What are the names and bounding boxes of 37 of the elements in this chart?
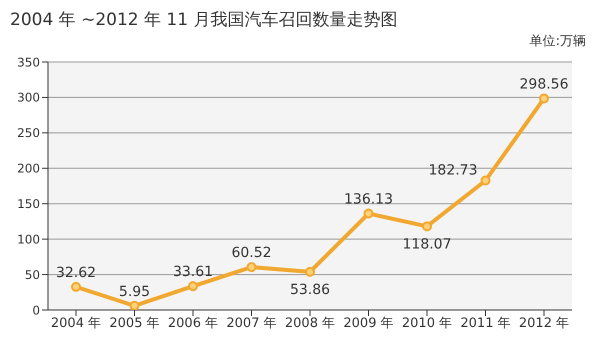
point	[539, 93, 549, 104]
data-label: 33.61	[172, 264, 214, 280]
x-tick-label: 2012 年	[518, 316, 570, 332]
y-tick-label: 50	[24, 268, 40, 282]
y-tick-label: 300	[17, 90, 40, 105]
x-tick-label: 2009 年	[343, 316, 394, 332]
y-tick-label: 0	[32, 303, 40, 318]
point	[480, 176, 490, 186]
point	[364, 208, 374, 219]
data-label: 182.73	[428, 162, 478, 179]
x-tick-label: 2007 年	[226, 316, 277, 332]
data-label: 136.13	[344, 192, 393, 208]
y-tick-label: 250	[17, 126, 40, 140]
point	[246, 262, 256, 272]
data-label: 118.07	[402, 236, 452, 252]
y-tick-label: 350	[17, 55, 40, 70]
x-tick-label: 2005 年	[109, 316, 160, 332]
point	[188, 281, 198, 292]
x-tick-label: 2008 年	[284, 316, 336, 332]
data-label: 53.86	[290, 282, 330, 298]
point	[422, 221, 432, 232]
y-tick-label: 200	[17, 162, 40, 176]
point	[71, 282, 81, 292]
point	[130, 300, 140, 310]
x-tick-label: 2006 年	[168, 316, 218, 332]
y-tick-label: 100	[17, 232, 40, 246]
data-label: 60.52	[231, 245, 272, 262]
data-label: 32.62	[56, 264, 96, 281]
x-tick-label: 2011 年	[460, 316, 511, 332]
data-label: 298.56	[520, 76, 569, 92]
data-label: 5.95	[118, 284, 150, 300]
text: 单位:万辆	[530, 33, 586, 50]
chart-title: 2004 年 ~2012 年 11 月我国汽车召回数量走势图	[10, 9, 398, 31]
x-tick-label: 2004 年	[50, 316, 102, 332]
x-tick-label: 2010 年	[402, 316, 452, 332]
point	[305, 266, 315, 277]
y-tick-label: 150	[17, 196, 40, 211]
